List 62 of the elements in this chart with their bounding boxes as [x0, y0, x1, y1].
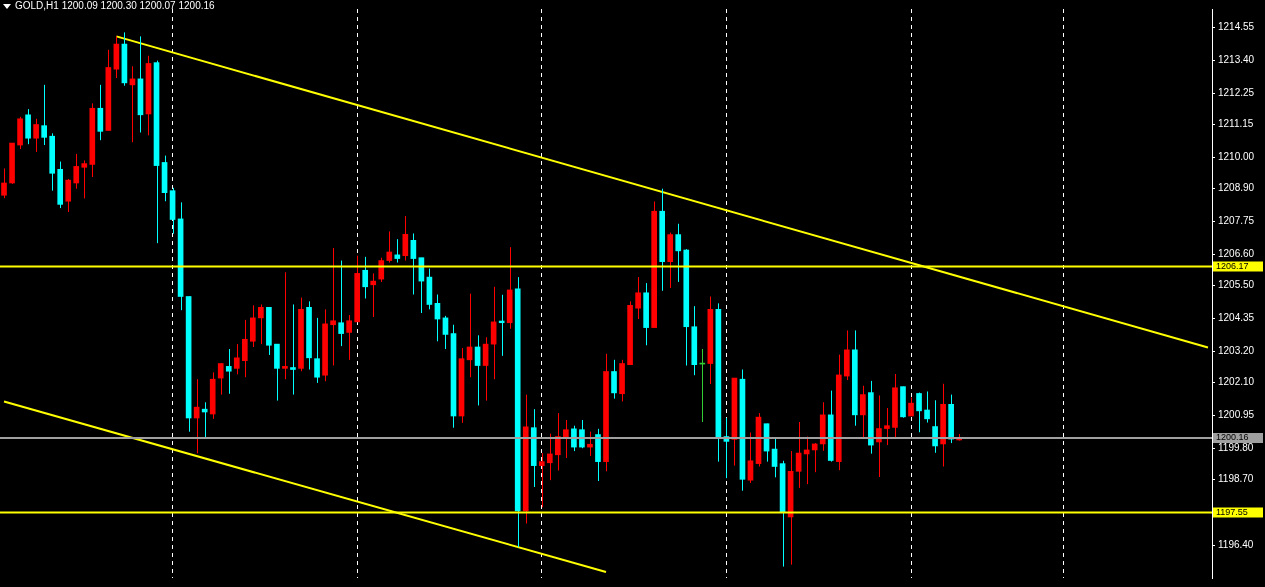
candlestick [258, 303, 264, 345]
candlestick [330, 247, 336, 367]
y-tick-label: 1207.75 [1218, 215, 1255, 227]
candlestick [314, 317, 320, 384]
candlestick [546, 433, 553, 481]
candlestick [217, 363, 224, 396]
y-tick-label: 1199.80 [1218, 441, 1254, 453]
candlestick [916, 392, 922, 433]
candlestick [33, 118, 39, 153]
candlestick [241, 319, 248, 378]
candlestick [201, 401, 208, 438]
candlestick [386, 230, 393, 264]
candlestick [282, 271, 288, 380]
candlestick [81, 159, 88, 199]
candlestick [563, 419, 569, 459]
candlestick [587, 431, 593, 457]
candlestick [362, 256, 369, 299]
candlestick [394, 238, 401, 264]
candlestick [378, 257, 385, 283]
y-tick-label: 1202.10 [1218, 376, 1255, 388]
ref-line-label: 1200.16 [1216, 432, 1249, 443]
y-tick-label: 1206.60 [1218, 248, 1255, 260]
candlestick [860, 385, 866, 438]
candlestick [876, 394, 882, 478]
y-tick-label: 1208.90 [1218, 182, 1255, 194]
candlestick [811, 442, 818, 473]
candlestick [884, 407, 890, 446]
candlestick [571, 425, 577, 452]
candlestick [579, 419, 585, 449]
y-tick-label: 1198.70 [1218, 473, 1254, 485]
candlestick [65, 178, 72, 213]
candlestick [73, 153, 80, 190]
candlestick [555, 412, 561, 471]
candlestick [370, 272, 377, 318]
y-tick-label: 1212.25 [1218, 86, 1255, 98]
ref-line-label: 1197.55 [1216, 506, 1248, 517]
candlestick [41, 84, 47, 146]
y-tick-label: 1211.15 [1218, 118, 1254, 130]
candlestick [675, 223, 682, 283]
y-tick-label: 1200.95 [1218, 409, 1255, 421]
y-tick-label: 1213.40 [1218, 54, 1255, 66]
candlestick [611, 359, 617, 400]
candlestick [346, 314, 352, 361]
candlestick [338, 260, 344, 347]
candlestick [233, 343, 240, 375]
y-tick-label: 1203.20 [1218, 345, 1255, 357]
y-tick-label: 1196.40 [1218, 538, 1254, 550]
y-tick-label: 1205.50 [1218, 279, 1255, 291]
y-tick-label: 1210.00 [1218, 151, 1255, 163]
ref-line-label: 1206.17 [1216, 261, 1249, 272]
candlestick [225, 348, 232, 395]
candlestick [538, 452, 545, 508]
chart-title: GOLD,H1 1200.09 1200.30 1200.07 1200.16 [15, 0, 215, 12]
candlestick [932, 399, 938, 454]
candlestick [747, 432, 754, 484]
candlestick [924, 390, 930, 424]
y-tick-label: 1204.35 [1218, 312, 1255, 324]
y-tick-label: 1214.55 [1218, 21, 1255, 33]
candlestick [635, 276, 641, 320]
candlestick [97, 84, 104, 141]
candlestick [1, 167, 7, 199]
candlestick [290, 303, 296, 396]
